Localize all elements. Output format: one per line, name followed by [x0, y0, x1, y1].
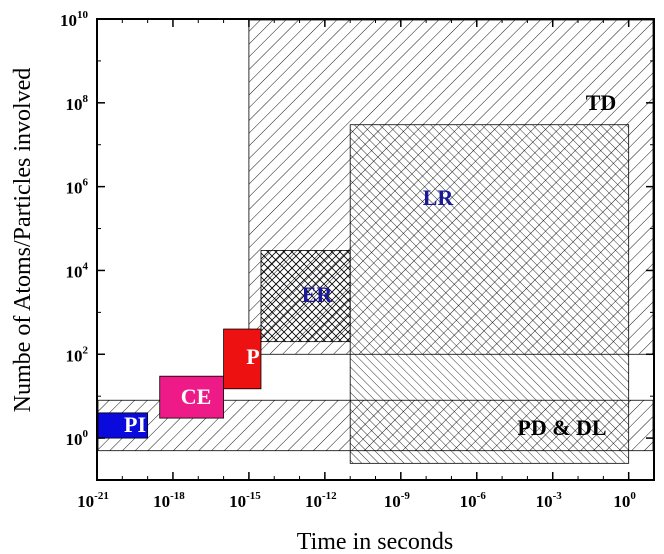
region-p: [223, 328, 262, 390]
region-label-pd-dl: PD & DL: [517, 415, 606, 440]
x-tick-label: 10-21: [77, 490, 109, 511]
region-label-lr: LR: [423, 185, 455, 210]
region-label-p: P: [246, 344, 259, 369]
y-tick-label: 106: [66, 177, 89, 198]
y-tick-label: 100: [66, 428, 89, 449]
region-label-pi: PI: [124, 412, 146, 437]
y-tick-label: 102: [66, 344, 89, 365]
x-tick-label: 10-9: [384, 490, 411, 511]
ticks-layer: [96, 18, 655, 481]
tick-labels-layer: 10-21 10-18 10-15 10-12 10-9 10-6 10-3 100 100 10…: [60, 9, 636, 511]
region-lr: [349, 124, 630, 464]
x-tick-label: 10-6: [460, 490, 487, 511]
y-axis-title: Numbe of Atoms/Particles involved: [10, 68, 36, 413]
x-tick-label: 10-12: [305, 490, 337, 511]
region-label-ce: CE: [181, 384, 212, 409]
region-ce: [159, 375, 224, 419]
y-tick-label: 108: [66, 93, 89, 114]
x-tick-label: 100: [613, 490, 636, 511]
region-pi: [97, 412, 149, 439]
region-er: [260, 250, 351, 343]
regions-layer: TD PD & DL LR ER PI CE P: [97, 19, 654, 464]
y-tick-label: 1010: [60, 9, 89, 30]
x-tick-label: 10-18: [153, 490, 185, 511]
y-tick-label: 104: [66, 260, 89, 281]
x-tick-label: 10-15: [229, 490, 261, 511]
x-tick-label: 10-3: [536, 490, 563, 511]
region-label-td: TD: [586, 90, 617, 115]
region-label-er: ER: [302, 282, 334, 307]
x-axis-title: Time in seconds: [297, 529, 453, 554]
